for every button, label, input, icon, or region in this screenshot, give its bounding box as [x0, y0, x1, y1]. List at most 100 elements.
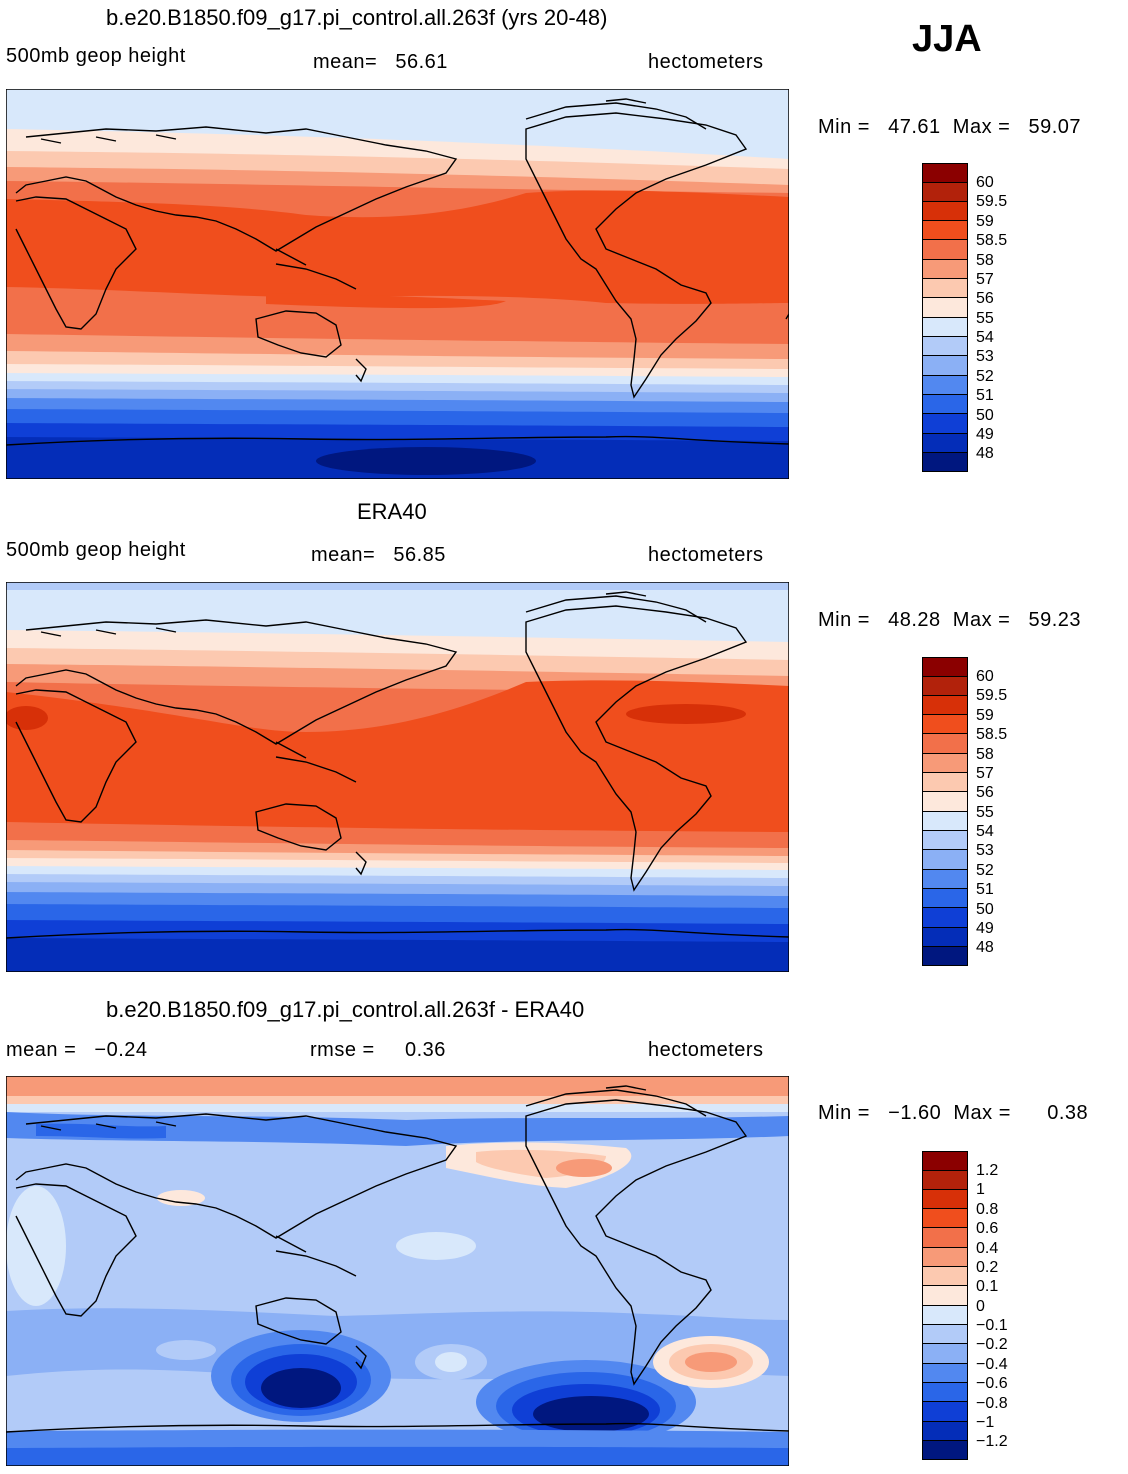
panel2-map	[6, 582, 789, 972]
panel2-units-label: hectometers	[648, 544, 764, 566]
colorbar-tick: 0.1	[976, 1278, 999, 1295]
colorbar-tick: 54	[976, 329, 994, 346]
colorbar-tick: 52	[976, 862, 994, 879]
colorbar-tick: 58	[976, 746, 994, 763]
panel3-mean-label: mean = −0.24	[6, 1039, 148, 1061]
colorbar-swatch	[922, 434, 968, 453]
panel1-mean-label: mean= 56.61	[313, 51, 448, 73]
colorbar-swatch	[922, 240, 968, 260]
colorbar-swatch	[922, 1441, 968, 1460]
colorbar-swatch	[922, 889, 968, 908]
colorbar-swatch	[922, 260, 968, 279]
colorbar-tick: −0.4	[976, 1356, 1008, 1373]
colorbar-swatch	[922, 831, 968, 850]
colorbar-tick: 48	[976, 445, 994, 462]
colorbar-tick: 59.5	[976, 193, 1008, 210]
colorbar-swatch	[922, 453, 968, 472]
colorbar-swatch	[922, 1228, 968, 1248]
colorbar-tick: 60	[976, 668, 994, 685]
colorbar-tick: 57	[976, 271, 994, 288]
colorbar-tick: 51	[976, 387, 994, 404]
colorbar-tick: −0.2	[976, 1336, 1008, 1353]
colorbar-swatch	[922, 773, 968, 792]
colorbar-tick: 60	[976, 174, 994, 191]
colorbar-swatch	[922, 734, 968, 754]
panel3-rmse-label: rmse = 0.36	[310, 1039, 446, 1061]
colorbar-tick: 59.5	[976, 687, 1008, 704]
colorbar-swatch	[922, 657, 968, 677]
colorbar-swatch	[922, 221, 968, 240]
colorbar-swatch	[922, 1209, 968, 1228]
colorbar-swatch	[922, 279, 968, 298]
colorbar-swatch	[922, 754, 968, 773]
colorbar-swatch	[922, 202, 968, 221]
panel1-variable-label: 500mb geop height	[6, 45, 186, 67]
colorbar-swatch	[922, 1325, 968, 1344]
colorbar-tick: 51	[976, 881, 994, 898]
colorbar-swatch	[922, 1286, 968, 1306]
colorbar-tick: −0.1	[976, 1317, 1008, 1334]
colorbar-swatch	[922, 1171, 968, 1190]
colorbar-swatch	[922, 318, 968, 337]
colorbar-swatch	[922, 908, 968, 928]
colorbar-swatch	[922, 1344, 968, 1364]
season-label: JJA	[912, 18, 982, 60]
panel2-minmax-label: Min = 48.28 Max = 59.23	[818, 609, 1082, 631]
colorbar-swatch	[922, 1190, 968, 1209]
colorbar-tick: 49	[976, 920, 994, 937]
colorbar-swatch	[922, 1383, 968, 1402]
colorbar-tick: −1	[976, 1414, 995, 1431]
colorbar-tick: 58	[976, 252, 994, 269]
colorbar-tick: 48	[976, 939, 994, 956]
panel1-units-label: hectometers	[648, 51, 764, 73]
colorbar-tick: −0.8	[976, 1395, 1008, 1412]
colorbar-tick: 58.5	[976, 726, 1008, 743]
colorbar-swatch	[922, 298, 968, 318]
colorbar-tick: 55	[976, 804, 994, 821]
colorbar-swatch	[922, 337, 968, 356]
colorbar-swatch	[922, 792, 968, 812]
colorbar-tick: −0.6	[976, 1375, 1008, 1392]
panel1-colorbar	[922, 163, 968, 472]
panel3-colorbar	[922, 1151, 968, 1460]
colorbar-tick: 55	[976, 310, 994, 327]
panel2-colorbar	[922, 657, 968, 966]
colorbar-tick: 54	[976, 823, 994, 840]
colorbar-tick: 0.6	[976, 1220, 999, 1237]
panel1-map	[6, 89, 789, 479]
panel2-variable-label: 500mb geop height	[6, 539, 186, 561]
colorbar-tick: 53	[976, 842, 994, 859]
colorbar-swatch	[922, 1402, 968, 1422]
colorbar-swatch	[922, 1364, 968, 1383]
panel3-title: b.e20.B1850.f09_g17.pi_control.all.263f …	[106, 997, 585, 1022]
colorbar-swatch	[922, 812, 968, 831]
colorbar-swatch	[922, 183, 968, 202]
colorbar-tick: 50	[976, 407, 994, 424]
colorbar-swatch	[922, 928, 968, 947]
colorbar-swatch	[922, 715, 968, 734]
colorbar-tick: 49	[976, 426, 994, 443]
colorbar-tick: 1.2	[976, 1162, 999, 1179]
colorbar-swatch	[922, 1248, 968, 1267]
colorbar-swatch	[922, 1151, 968, 1171]
colorbar-tick: 50	[976, 901, 994, 918]
colorbar-tick: 59	[976, 707, 994, 724]
colorbar-tick: −1.2	[976, 1433, 1008, 1450]
panel3-map	[6, 1076, 789, 1466]
colorbar-tick: 59	[976, 213, 994, 230]
colorbar-tick: 56	[976, 290, 994, 307]
colorbar-swatch	[922, 870, 968, 889]
colorbar-swatch	[922, 947, 968, 966]
colorbar-swatch	[922, 1306, 968, 1325]
colorbar-tick: 56	[976, 784, 994, 801]
panel2-mean-label: mean= 56.85	[311, 544, 446, 566]
colorbar-tick: 52	[976, 368, 994, 385]
colorbar-tick: 0	[976, 1298, 985, 1315]
panel1-minmax-label: Min = 47.61 Max = 59.07	[818, 116, 1082, 138]
colorbar-tick: 0.4	[976, 1240, 999, 1257]
colorbar-tick: 0.8	[976, 1201, 999, 1218]
panel3-minmax-label: Min = −1.60 Max = 0.38	[818, 1102, 1089, 1124]
colorbar-tick: 53	[976, 348, 994, 365]
panel3-units-label: hectometers	[648, 1039, 764, 1061]
colorbar-tick: 0.2	[976, 1259, 999, 1276]
